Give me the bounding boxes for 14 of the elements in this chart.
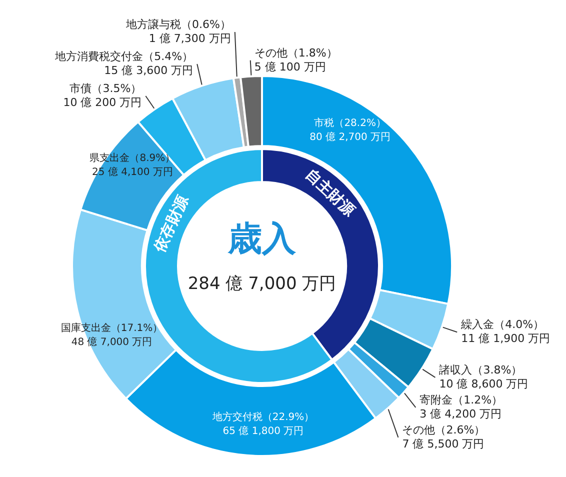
slice-label: 自主財源: [302, 165, 360, 220]
slice-label: その他（1.8%） 5 億 100 万円: [254, 46, 338, 74]
slice-label: 市税（28.2%） 80 億 2,700 万円: [310, 116, 391, 143]
text: 284 億 7,000 万円: [188, 274, 336, 294]
slice-label: 寄附金（1.2%） 3 億 4,200 万円: [420, 393, 503, 420]
text: 歳入: [227, 219, 297, 259]
slice-label: 市債（3.5%） 10 億 200 万円: [63, 82, 142, 109]
slice-label: 繰入金（4.0%） 11 億 1,900 万円: [460, 318, 550, 346]
slice-label: 依存財源: [150, 192, 192, 256]
slice-label: 地方譲与税（0.6%） 1 億 7,300 万円: [124, 18, 231, 45]
slice-label: 地方交付税（22.9%） 65 億 1,800 万円: [211, 410, 314, 437]
slice-label: その他（2.6%） 7 億 5,500 万円: [402, 423, 486, 450]
slice-label: 地方消費税交付金（5.4%） 15 億 3,600 万円: [54, 50, 194, 77]
slice-label: 諸収入（3.8%） 10 億 8,600 万円: [439, 363, 528, 390]
